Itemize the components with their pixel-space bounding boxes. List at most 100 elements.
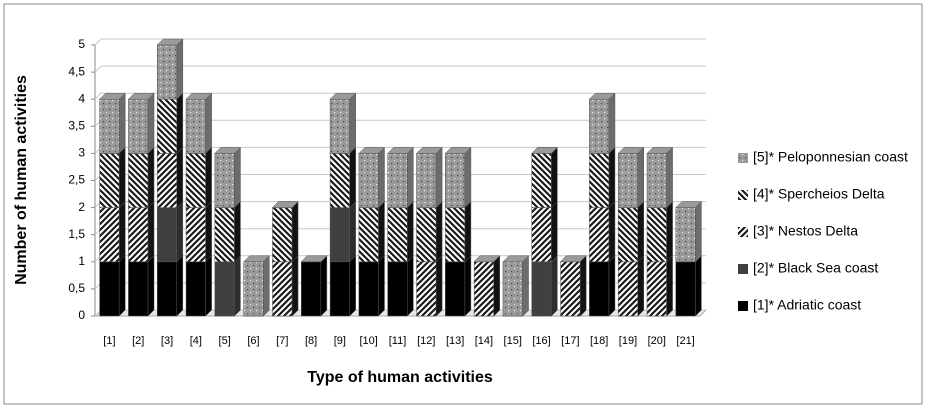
bar-segment <box>99 255 126 317</box>
legend-swatch <box>738 227 748 237</box>
bar-segment <box>127 146 155 209</box>
y-tick-label: 4 <box>78 91 85 105</box>
bar-segment <box>300 255 328 317</box>
x-tick-label: [15] <box>504 335 522 347</box>
bar-segment <box>99 200 126 263</box>
y-tick-label: 3,5 <box>68 118 85 132</box>
bar-segment <box>617 200 645 263</box>
x-tick-label: [4] <box>190 335 202 347</box>
y-tick-label: 0,5 <box>68 281 85 295</box>
y-tick-label: 3 <box>78 146 85 160</box>
y-tick-label: 1,5 <box>68 227 85 241</box>
bar-segment <box>358 200 386 263</box>
bar-segment <box>675 200 702 263</box>
x-tick-label: [7] <box>276 335 288 347</box>
bar-segment <box>156 200 184 263</box>
bar-segment <box>444 255 472 317</box>
y-tick-label: 0 <box>78 308 85 322</box>
bar-segment <box>271 201 299 208</box>
legend-swatch <box>738 153 748 163</box>
bar-segment <box>99 92 126 155</box>
bar-segment <box>444 146 472 209</box>
bar-segment <box>271 200 299 263</box>
bar-segment <box>444 200 472 263</box>
bar-segment <box>127 92 155 155</box>
x-tick-label: [13] <box>446 335 464 347</box>
bar-segment <box>473 255 501 317</box>
bar-segment <box>531 147 558 154</box>
x-tick-label: [18] <box>590 335 608 347</box>
bar-segment <box>588 146 616 209</box>
bar-segment <box>588 92 616 155</box>
bar-segment <box>214 255 242 317</box>
bar-segment <box>127 255 155 317</box>
x-tick-label: [9] <box>334 335 346 347</box>
bar-segment <box>387 146 414 209</box>
x-tick-label: [3] <box>161 335 173 347</box>
x-tick-label: [1] <box>103 335 115 347</box>
grid-line <box>94 65 706 73</box>
bar-segment <box>329 146 357 209</box>
bar-segment <box>559 255 587 263</box>
bar-segment <box>588 255 616 317</box>
bar-segment <box>156 146 184 209</box>
bar-segment <box>329 255 357 317</box>
y-axis-title: Number of human activities <box>13 75 30 285</box>
bar-segment <box>156 255 184 317</box>
x-tick-label: [19] <box>619 335 637 347</box>
bar-segment <box>214 146 242 209</box>
legend-label: [3]* Nestos Delta <box>753 223 858 239</box>
x-tick-label: [17] <box>561 335 579 347</box>
legend-label: [1]* Adriatic coast <box>753 297 861 313</box>
bar-segment <box>617 146 645 209</box>
bar-segment <box>185 255 213 317</box>
bar-segment <box>214 200 242 263</box>
bar-segment <box>531 146 558 209</box>
x-tick-label: [21] <box>676 335 694 347</box>
bar-segment <box>531 255 558 317</box>
bar-segment <box>185 146 213 209</box>
bar-segment <box>329 200 357 263</box>
bar-segment <box>358 255 386 317</box>
bar-segment <box>271 255 299 317</box>
bar-segment <box>185 200 213 263</box>
y-tick-label: 1 <box>78 254 85 268</box>
x-tick-label: [11] <box>389 335 407 347</box>
bar-segment <box>156 92 184 155</box>
y-tick-label: 2,5 <box>68 173 85 187</box>
legend-swatch <box>738 264 748 274</box>
bar-segment <box>387 200 414 263</box>
x-tick-label: [12] <box>417 335 435 347</box>
bar-segment <box>473 255 501 263</box>
y-tick-label: 2 <box>78 200 85 214</box>
x-tick-label: [5] <box>219 335 231 347</box>
bar-segment <box>646 146 674 209</box>
legend-swatch <box>738 301 748 311</box>
legend-label: [2]* Black Sea coast <box>753 260 878 276</box>
bar-segment <box>502 255 530 317</box>
x-tick-label: [10] <box>360 335 378 347</box>
x-axis-title: Type of human activities <box>307 369 493 386</box>
legend-label: [5]* Peloponnesian coast <box>753 149 908 165</box>
bar-segment <box>156 38 184 100</box>
x-tick-label: [16] <box>532 335 550 347</box>
bar-segment <box>243 255 270 317</box>
x-tick-label: [20] <box>648 335 666 347</box>
x-tick-label: [8] <box>305 335 317 347</box>
bar-segment <box>531 200 558 263</box>
bar-segment <box>387 255 414 317</box>
y-tick-label: 5 <box>78 37 85 51</box>
bar-segment <box>358 146 386 209</box>
x-tick-label: [6] <box>247 335 259 347</box>
bar-segment <box>99 146 126 209</box>
legend-label: [4]* Spercheios Delta <box>753 186 885 202</box>
bar-segment <box>646 255 674 317</box>
grid-line <box>94 92 706 100</box>
grid-line <box>94 38 706 46</box>
bar-segment <box>127 200 155 263</box>
bar-segment <box>415 200 443 263</box>
bar-segment <box>588 200 616 263</box>
x-tick-label: [2] <box>132 335 144 347</box>
bar-segment <box>300 255 328 263</box>
